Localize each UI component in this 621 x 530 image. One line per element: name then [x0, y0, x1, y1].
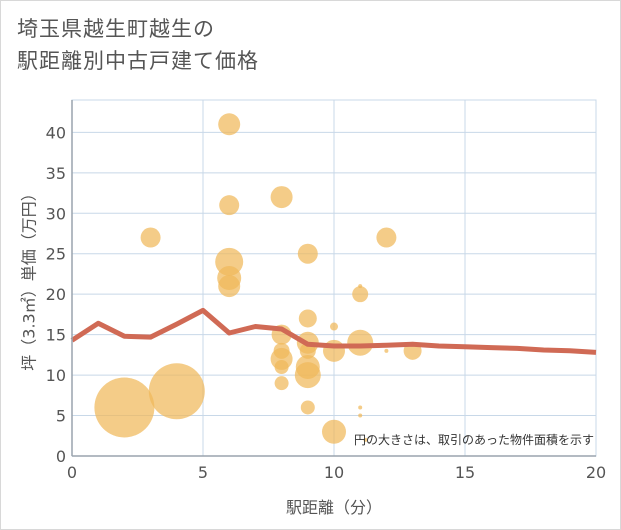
bubble-point [294, 362, 321, 389]
y-tick-label: 40 [46, 123, 66, 142]
x-tick-label: 15 [455, 463, 475, 482]
x-tick-label: 0 [67, 463, 77, 482]
bubble-point [363, 437, 368, 442]
bubble-point [376, 227, 397, 248]
bubble-series [94, 113, 422, 444]
x-tick-label: 5 [198, 463, 208, 482]
bubble-point [148, 363, 205, 420]
bubble-point [140, 227, 161, 248]
y-axis-title: 坪（3.3㎡）単価（万円） [20, 185, 39, 370]
bubble-point [218, 113, 241, 136]
bubble-point [322, 419, 346, 444]
bubble-point [94, 377, 155, 438]
bubble-point [298, 309, 317, 328]
size-note: 円の大きさは、取引のあった物件面積を示す [354, 432, 594, 447]
x-tick-label: 10 [324, 463, 344, 482]
bubble-point [297, 243, 318, 264]
bubble-point [347, 329, 374, 356]
y-tick-label: 10 [46, 366, 66, 385]
y-tick-label: 30 [46, 204, 66, 223]
chart-title: 埼玉県越生町越生の 駅距離別中古戸建て価格 [17, 17, 259, 73]
tick-labels: 0 5 10 15 20 0 5 10 15 20 25 30 35 40 [46, 123, 607, 482]
y-tick-label: 15 [46, 326, 66, 345]
y-tick-label: 5 [56, 407, 66, 426]
y-tick-label: 0 [56, 447, 66, 466]
y-tick-label: 35 [46, 164, 66, 183]
bubble-point [219, 195, 240, 216]
x-tick-label: 20 [586, 463, 606, 482]
bubble-point [218, 275, 241, 298]
bubble-point [274, 360, 289, 374]
y-tick-label: 25 [46, 245, 66, 264]
bubble-point [270, 186, 293, 209]
trend-line [70, 307, 597, 355]
bubble-point [358, 413, 363, 418]
axes [71, 100, 596, 457]
bubble-point [352, 286, 369, 303]
bubble-point [330, 322, 338, 331]
bubble-point [274, 376, 289, 391]
y-tick-label: 20 [46, 285, 66, 304]
bubble-point [358, 405, 363, 410]
bubble-point [300, 400, 315, 415]
x-axis-title: 駅距離（分） [286, 498, 382, 517]
bubble-point [384, 348, 389, 353]
